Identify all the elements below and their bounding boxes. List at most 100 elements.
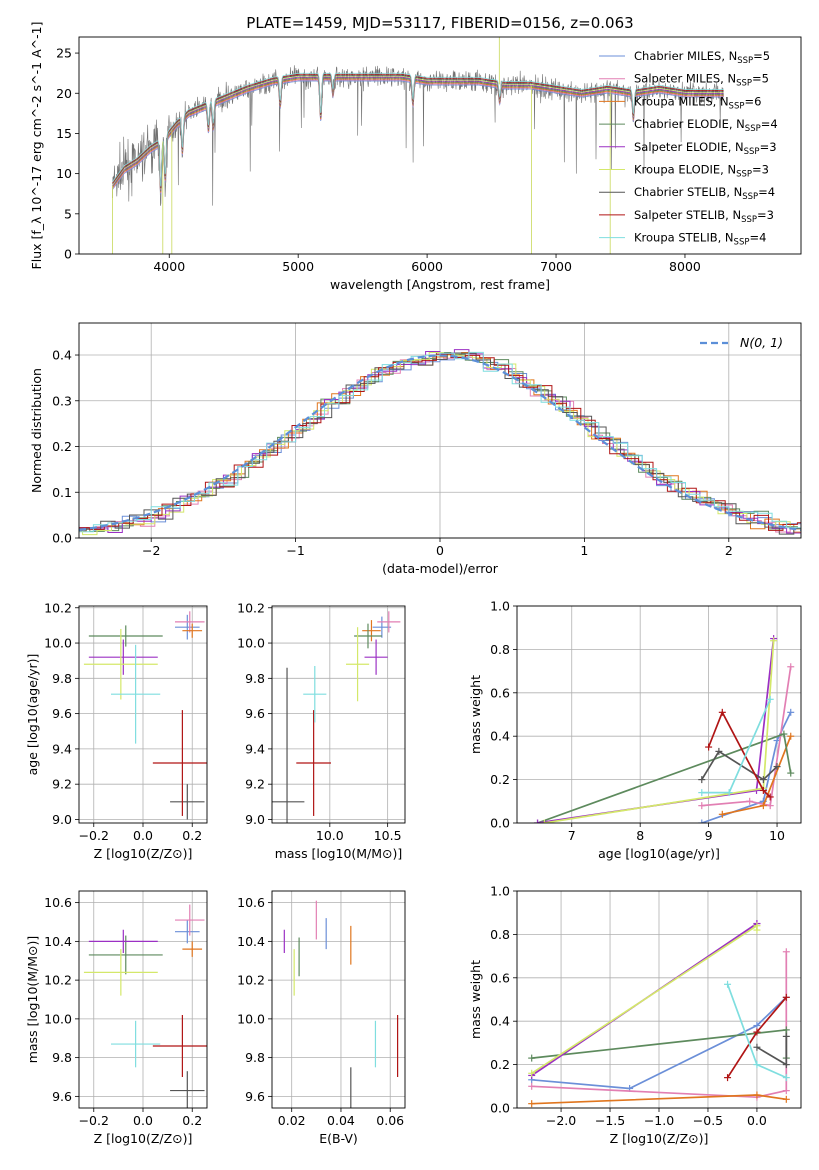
y-tick-label: 10.2 [44, 600, 72, 615]
x-tick-label: 10 [769, 828, 785, 843]
y-tick-label: 10.2 [237, 600, 265, 615]
x-axis-label: age [log10(age/yr)] [598, 846, 720, 861]
x-axis-label: Z [log10(Z/Z⊙)] [94, 846, 193, 861]
weight-line [531, 951, 788, 1099]
y-tick-label: 9.8 [245, 1050, 265, 1065]
legend-nssp: =4 [749, 231, 766, 245]
y-tick-label: 10 [56, 166, 72, 181]
legend-entry: Salpeter ELODIE, NSSP=3 [634, 140, 777, 157]
y-tick-label: 0.6 [490, 970, 510, 985]
y-tick-label: 0.4 [52, 348, 72, 363]
y-tick-label: 10.0 [237, 636, 265, 651]
grid [79, 606, 207, 823]
x-tick-label: 10.0 [316, 828, 344, 843]
legend-entry: Chabrier STELIB, NSSP=4 [634, 185, 775, 202]
x-tick-label: 8000 [669, 259, 701, 274]
legend-entry: Salpeter STELIB, NSSP=3 [634, 208, 774, 225]
x-tick-label: −0.5 [693, 1113, 723, 1128]
legend-subscript: SSP [745, 124, 761, 134]
y-tick-label: 10.2 [237, 973, 265, 988]
weight-line [701, 666, 792, 807]
x-tick-label: −2.0 [546, 1113, 576, 1128]
weight-line [531, 924, 758, 1075]
legend-nssp: =5 [752, 72, 769, 86]
y-tick-label: 10.4 [237, 934, 265, 949]
x-axis-label: Z [log10(Z/Z⊙)] [610, 1131, 709, 1146]
y-tick-label: 10.6 [44, 895, 72, 910]
x-tick-label: 7000 [540, 259, 572, 274]
weight-line [531, 996, 787, 1090]
x-axis-label: (data-model)/error [382, 561, 499, 576]
y-tick-label: 5 [64, 206, 72, 221]
y-tick-label: 0.0 [490, 1101, 510, 1116]
axes-residuals: −2 −1 0 1 2 0.0 0.1 0.2 0.3 0.4 (data-model)/error… [29, 322, 802, 576]
legend-subscript: SSP [742, 192, 758, 202]
legend-subscript: SSP [744, 147, 760, 157]
legend-nssp: =3 [752, 163, 769, 177]
x-tick-label: 0.04 [327, 1113, 355, 1128]
x-tick-label: 4000 [153, 259, 185, 274]
x-tick-label: −2 [142, 543, 160, 558]
plot-area [79, 349, 801, 538]
x-tick-label: 7 [568, 828, 576, 843]
axes-mass-vs-Z: −0.2 0.0 0.2 9.6 9.8 10.0 10.2 10.4 10.6 Z [log10… [25, 890, 208, 1146]
y-axis-label: Normed distribution [29, 368, 44, 493]
y-tick-label: 9.2 [52, 777, 72, 792]
x-tick-label: 0.2 [182, 828, 202, 843]
y-tick-label: 10.4 [44, 934, 72, 949]
x-tick-label: 0.0 [133, 828, 153, 843]
y-tick-label: 0.1 [52, 485, 72, 500]
axes-weight-vs-age: 7 8 9 10 0.0 0.2 0.4 0.6 0.8 1.0 age [log10(age/yr… [468, 599, 802, 861]
y-tick-label: 0.3 [52, 393, 72, 408]
weight-line [537, 732, 792, 823]
x-tick-label: 0.0 [747, 1113, 767, 1128]
axes-mass-vs-EBV: 0.02 0.04 0.06 9.6 9.8 10.0 10.2 10.4 10.6 E(B-V) [237, 890, 406, 1146]
legend-nssp: =4 [758, 185, 775, 199]
y-tick-label: 25 [56, 46, 72, 61]
y-tick-label: 0.6 [490, 685, 510, 700]
y-tick-label: 9.0 [245, 812, 265, 827]
y-tick-label: 20 [56, 86, 72, 101]
y-tick-label: 0.4 [490, 729, 510, 744]
x-axis-label: Z [log10(Z/Z⊙)] [94, 1131, 193, 1146]
legend-subscript: SSP [736, 79, 752, 89]
x-tick-label: 0.06 [376, 1113, 404, 1128]
x-tick-label: −0.2 [79, 1113, 109, 1128]
legend-entry: Chabrier ELODIE, NSSP=4 [634, 117, 778, 134]
x-tick-label: 0 [436, 543, 444, 558]
y-tick-label: 0.0 [52, 531, 72, 546]
grid [272, 606, 405, 823]
axes-frame [516, 605, 802, 824]
axes-spectrum: 4000 5000 6000 7000 8000 0 5 10 15 20 25 wavelength… [29, 22, 802, 292]
weight-line [756, 1036, 788, 1067]
observed-spectrum [112, 65, 724, 206]
legend-entry: Kroupa ELODIE, NSSP=3 [634, 163, 769, 180]
model-spectrum [112, 73, 724, 188]
y-tick-label: 10.2 [44, 973, 72, 988]
axes-frame [78, 36, 802, 255]
legend-subscript: SSP [737, 56, 753, 66]
x-axis-label: wavelength [Angstrom, rest frame] [330, 277, 550, 292]
y-tick-label: 15 [56, 126, 72, 141]
y-axis-label: age [log10(age/yr)] [25, 654, 40, 776]
axes-frame [271, 890, 406, 1109]
y-tick-label: 10.0 [237, 1011, 265, 1026]
y-tick-label: 9.8 [52, 1050, 72, 1065]
legend-nssp: =3 [757, 208, 774, 222]
x-tick-label: 5000 [282, 259, 314, 274]
plot-area [283, 900, 399, 1108]
x-axis-label: mass [log10(M/M⊙)] [275, 846, 403, 861]
axes-age-vs-Z: −0.2 0.0 0.2 9.0 9.2 9.4 9.6 9.8 10.0 10.2 Z [log1… [25, 600, 208, 861]
residual-histogram [79, 352, 801, 536]
x-tick-label: −0.2 [79, 828, 109, 843]
figure-title: PLATE=1459, MJD=53117, FIBERID=0156, z=0… [246, 14, 633, 32]
legend-entry: Kroupa MILES, NSSP=6 [634, 94, 761, 111]
x-tick-label: 0.2 [182, 1113, 202, 1128]
legend-series-name: Kroupa MILES, N [634, 94, 729, 108]
x-axis-label: E(B-V) [319, 1131, 358, 1146]
y-tick-label: 9.6 [245, 706, 265, 721]
y-tick-label: 0.2 [490, 1057, 510, 1072]
y-tick-label: 9.2 [245, 777, 265, 792]
axes-age-vs-mass: 10.0 10.5 9.0 9.2 9.4 9.6 9.8 10.0 10.2 mass [log… [237, 600, 406, 861]
